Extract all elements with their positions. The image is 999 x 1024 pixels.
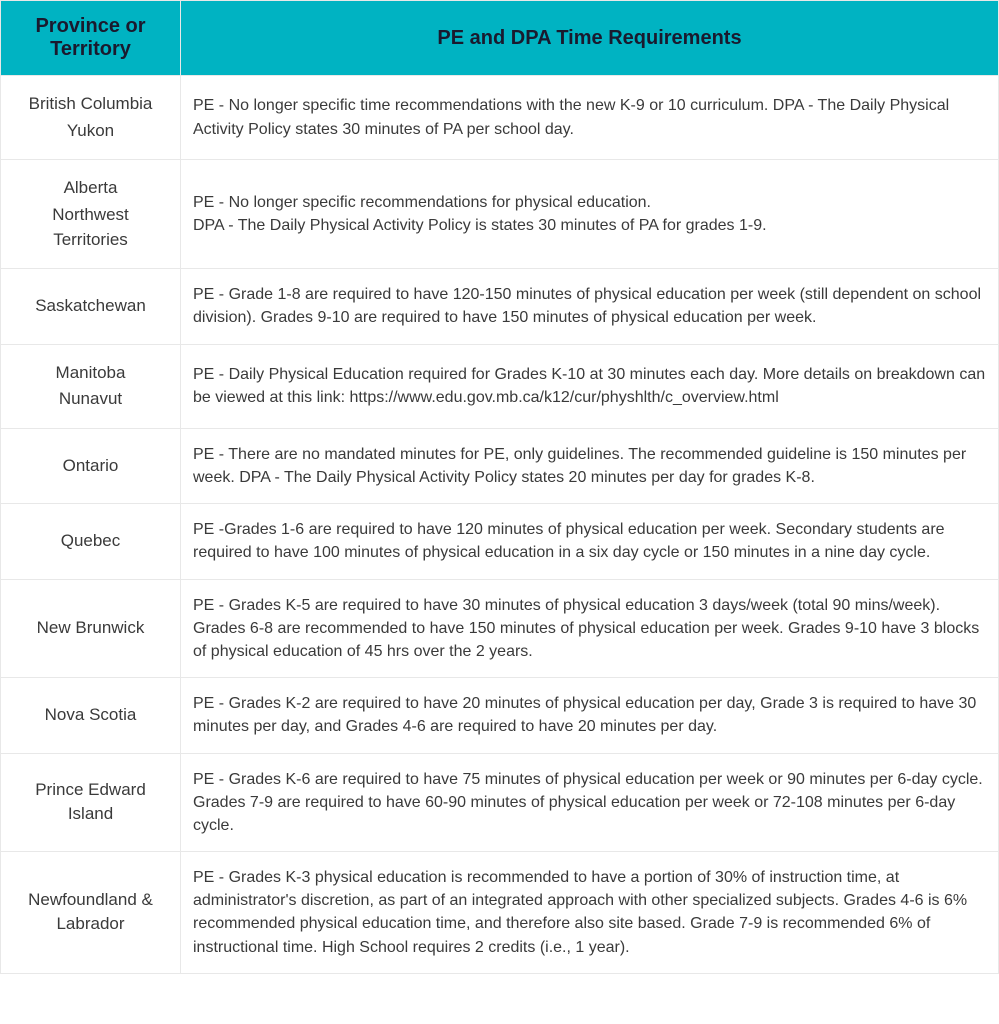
requirements-cell: PE - Grade 1-8 are required to have 120-…	[181, 269, 999, 344]
requirements-cell: PE - No longer specific time recommendat…	[181, 76, 999, 160]
table-row: Newfoundland & Labrador PE - Grades K-3 p…	[1, 852, 999, 974]
table-row: Nova Scotia PE - Grades K-2 are required …	[1, 678, 999, 753]
table-row: New Brunwick PE - Grades K-5 are required…	[1, 579, 999, 678]
province-name: Manitoba	[13, 361, 168, 386]
province-cell: Nova Scotia	[1, 678, 181, 753]
header-requirements: PE and DPA Time Requirements	[181, 1, 999, 76]
requirements-table: Province or Territory PE and DPA Time Re…	[0, 0, 999, 974]
province-cell: Prince Edward Island	[1, 753, 181, 852]
province-cell: Newfoundland & Labrador	[1, 852, 181, 974]
province-cell: Quebec	[1, 504, 181, 579]
province-name: Newfoundland & Labrador	[13, 888, 168, 937]
requirements-table-container: Province or Territory PE and DPA Time Re…	[0, 0, 999, 974]
table-body: British ColumbiaYukonPE - No longer spec…	[1, 76, 999, 974]
province-name: British Columbia	[13, 92, 168, 117]
table-row: Quebec PE -Grades 1-6 are required to hav…	[1, 504, 999, 579]
requirements-cell: PE - No longer specific recommendations …	[181, 160, 999, 269]
province-name: Nova Scotia	[13, 703, 168, 728]
province-cell: British ColumbiaYukon	[1, 76, 181, 160]
province-name: Yukon	[13, 119, 168, 144]
table-row: Prince Edward Island PE - Grades K-6 are …	[1, 753, 999, 852]
province-cell: Ontario	[1, 428, 181, 503]
requirements-cell: PE - Grades K-2 are required to have 20 …	[181, 678, 999, 753]
province-name: Northwest Territories	[13, 203, 168, 252]
requirements-cell: PE - Daily Physical Education required f…	[181, 344, 999, 428]
province-name: Prince Edward Island	[13, 778, 168, 827]
header-province: Province or Territory	[1, 1, 181, 76]
requirements-cell: PE -Grades 1-6 are required to have 120 …	[181, 504, 999, 579]
province-name: Quebec	[13, 529, 168, 554]
table-row: AlbertaNorthwest TerritoriesPE - No long…	[1, 160, 999, 269]
requirements-cell: PE - There are no mandated minutes for P…	[181, 428, 999, 503]
requirements-cell: PE - Grades K-3 physical education is re…	[181, 852, 999, 974]
table-row: British ColumbiaYukonPE - No longer spec…	[1, 76, 999, 160]
table-row: Ontario PE - There are no mandated minute…	[1, 428, 999, 503]
province-cell: AlbertaNorthwest Territories	[1, 160, 181, 269]
province-name: Ontario	[13, 454, 168, 479]
province-name: Nunavut	[13, 387, 168, 412]
province-cell: ManitobaNunavut	[1, 344, 181, 428]
header-row: Province or Territory PE and DPA Time Re…	[1, 1, 999, 76]
table-header: Province or Territory PE and DPA Time Re…	[1, 1, 999, 76]
requirements-cell: PE - Grades K-6 are required to have 75 …	[181, 753, 999, 852]
province-name: Saskatchewan	[13, 294, 168, 319]
requirements-cell: PE - Grades K-5 are required to have 30 …	[181, 579, 999, 678]
province-name: Alberta	[13, 176, 168, 201]
province-cell: New Brunwick	[1, 579, 181, 678]
table-row: Saskatchewan PE - Grade 1-8 are required …	[1, 269, 999, 344]
table-row: ManitobaNunavutPE - Daily Physical Educa…	[1, 344, 999, 428]
province-name: New Brunwick	[13, 616, 168, 641]
province-cell: Saskatchewan	[1, 269, 181, 344]
